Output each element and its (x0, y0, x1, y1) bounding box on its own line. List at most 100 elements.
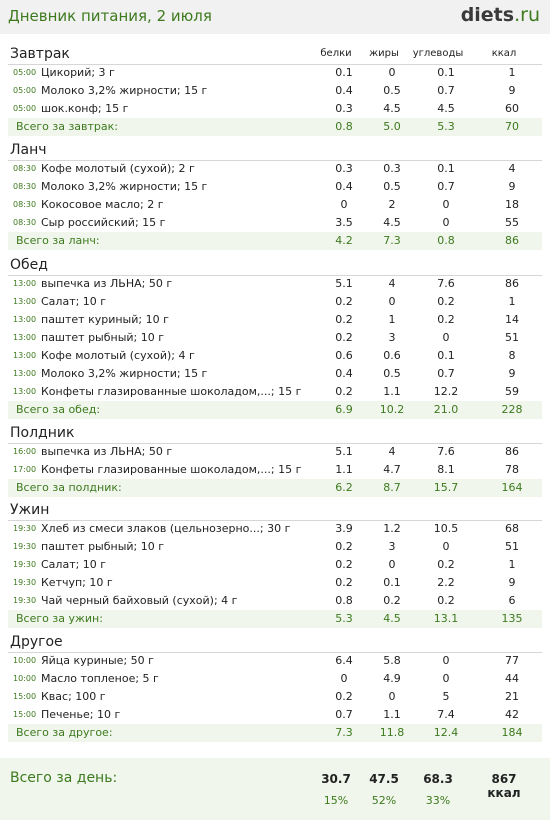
food-fat: 0 (388, 66, 396, 79)
food-carbs: 0.7 (437, 180, 455, 193)
food-protein: 0.2 (335, 385, 353, 398)
food-row[interactable]: 13:00 Кофе молотый (сухой); 4 г 0.6 0.6 0.1 8 (8, 347, 542, 365)
food-carbs: 12.2 (433, 385, 459, 398)
food-name[interactable]: Молоко 3,2% жирности; 15 г (41, 84, 208, 97)
food-kcal: 9 (508, 576, 516, 589)
food-row[interactable]: 19:30 Кетчуп; 10 г 0.2 0.1 2.2 9 (8, 574, 542, 592)
food-row[interactable]: 19:30 Чай черный байховый (сухой); 4 г 0.8… (8, 592, 542, 610)
food-name[interactable]: Салат; 10 г (41, 295, 107, 308)
food-carbs: 0 (442, 198, 450, 211)
food-name[interactable]: Чай черный байховый (сухой); 4 г (41, 594, 238, 607)
food-row[interactable]: 13:00 паштет рыбный; 10 г 0.2 3 0 51 (8, 329, 542, 347)
food-name[interactable]: Конфеты глазированные шоколадом,...; 15 … (41, 463, 302, 476)
section-total-protein: 4.2 (335, 234, 353, 247)
food-fat: 4.7 (383, 463, 401, 476)
section-total-carbs: 13.1 (433, 612, 459, 625)
section-total-protein: 0.8 (335, 120, 353, 133)
food-carbs: 0.2 (437, 313, 455, 326)
food-row[interactable]: 16:00 выпечка из ЛЬНА; 50 г 5.1 4 7.6 86 (8, 443, 542, 461)
food-protein: 0.4 (335, 84, 353, 97)
food-name[interactable]: Кетчуп; 10 г (41, 576, 113, 589)
food-row[interactable]: 05:00 Молоко 3,2% жирности; 15 г 0.4 0.5 0.7… (8, 82, 542, 100)
food-row[interactable]: 15:00 Печенье; 10 г 0.7 1.1 7.4 42 (8, 706, 542, 724)
food-row[interactable]: 08:30 Молоко 3,2% жирности; 15 г 0.4 0.5 0.7… (8, 178, 542, 196)
food-row[interactable]: 19:30 Хлеб из смеси злаков (цельнозерно..… (8, 520, 542, 538)
food-protein: 0 (340, 198, 348, 211)
food-carbs: 5 (442, 690, 450, 703)
food-time: 13:00 (13, 333, 37, 342)
food-row[interactable]: 13:00 выпечка из ЛЬНА; 50 г 5.1 4 7.6 86 (8, 275, 542, 293)
food-name[interactable]: Квас; 100 г (41, 690, 106, 703)
section-total-kcal: 184 (501, 726, 523, 739)
food-kcal: 1 (508, 295, 516, 308)
food-name[interactable]: Кофе молотый (сухой); 4 г (41, 349, 195, 362)
food-kcal: 51 (505, 331, 519, 344)
food-row[interactable]: 19:30 Салат; 10 г 0.2 0 0.2 1 (8, 556, 542, 574)
food-carbs: 7.6 (437, 445, 455, 458)
section-total-fat: 4.5 (383, 612, 401, 625)
food-name[interactable]: Молоко 3,2% жирности; 15 г (41, 180, 208, 193)
food-time: 13:00 (13, 279, 37, 288)
food-fat: 1.1 (383, 708, 401, 721)
food-carbs: 0.1 (437, 349, 455, 362)
food-name[interactable]: Масло топленое; 5 г (41, 672, 159, 685)
food-row[interactable]: 10:00 Яйца куриные; 50 г 6.4 5.8 0 77 (8, 652, 542, 670)
food-fat: 4 (388, 277, 396, 290)
food-row[interactable]: 15:00 Квас; 100 г 0.2 0 5 21 (8, 688, 542, 706)
column-header-kcal: ккал (491, 48, 517, 59)
food-protein: 0.1 (335, 66, 353, 79)
section-total-label: Всего за обед: (16, 403, 101, 416)
food-name[interactable]: Конфеты глазированные шоколадом,...; 15 … (41, 385, 302, 398)
food-name[interactable]: Яйца куриные; 50 г (41, 654, 154, 667)
food-row[interactable]: 05:00 шок.конф; 15 г 0.3 4.5 4.5 60 (8, 100, 542, 118)
food-name[interactable]: паштет рыбный; 10 г (41, 331, 165, 344)
food-row[interactable]: 08:30 Кокосовое масло; 2 г 0 2 0 18 (8, 196, 542, 214)
food-name[interactable]: Молоко 3,2% жирности; 15 г (41, 367, 208, 380)
section-total-label: Всего за завтрак: (16, 120, 119, 133)
food-kcal: 6 (508, 594, 516, 607)
food-row[interactable]: 17:00 Конфеты глазированные шоколадом,...… (8, 461, 542, 479)
food-row[interactable]: 13:00 паштет куриный; 10 г 0.2 1 0.2 14 (8, 311, 542, 329)
food-name[interactable]: паштет куриный; 10 г (41, 313, 169, 326)
site-logo[interactable]: diets.ru (461, 4, 540, 26)
section-total-carbs: 0.8 (437, 234, 455, 247)
food-kcal: 59 (505, 385, 519, 398)
food-name[interactable]: Салат; 10 г (41, 558, 107, 571)
food-name[interactable]: выпечка из ЛЬНА; 50 г (41, 445, 173, 458)
food-row[interactable]: 13:00 Салат; 10 г 0.2 0 0.2 1 (8, 293, 542, 311)
section-divider (8, 652, 542, 653)
food-name[interactable]: Сыр российский; 15 г (41, 216, 166, 229)
food-name[interactable]: паштет рыбный; 10 г (41, 540, 165, 553)
section-total-kcal: 164 (501, 481, 523, 494)
section-total-carbs: 21.0 (433, 403, 459, 416)
food-fat: 0.5 (383, 84, 401, 97)
food-kcal: 86 (505, 445, 519, 458)
food-time: 19:30 (13, 524, 37, 533)
food-row[interactable]: 08:30 Сыр российский; 15 г 3.5 4.5 0 55 (8, 214, 542, 232)
food-name[interactable]: Цикорий; 3 г (41, 66, 115, 79)
food-row[interactable]: 13:00 Конфеты глазированные шоколадом,...… (8, 383, 542, 401)
food-protein: 0.7 (335, 708, 353, 721)
food-name[interactable]: Печенье; 10 г (41, 708, 121, 721)
food-fat: 0 (388, 295, 396, 308)
food-fat: 4 (388, 445, 396, 458)
food-row[interactable]: 13:00 Молоко 3,2% жирности; 15 г 0.4 0.5 0.7… (8, 365, 542, 383)
food-kcal: 9 (508, 367, 516, 380)
food-name[interactable]: Кокосовое масло; 2 г (41, 198, 164, 211)
food-kcal: 8 (508, 349, 516, 362)
section-total-kcal: 70 (505, 120, 519, 133)
food-name[interactable]: выпечка из ЛЬНА; 50 г (41, 277, 173, 290)
food-protein: 0.2 (335, 540, 353, 553)
food-name[interactable]: шок.конф; 15 г (41, 102, 129, 115)
food-row[interactable]: 10:00 Масло топленое; 5 г 0 4.9 0 44 (8, 670, 542, 688)
food-kcal: 1 (508, 66, 516, 79)
food-time: 10:00 (13, 656, 37, 665)
section-total-row: Всего за другое: 7.3 11.8 12.4 184 (8, 724, 542, 742)
food-name[interactable]: Кофе молотый (сухой); 2 г (41, 162, 195, 175)
food-fat: 0 (388, 558, 396, 571)
food-name[interactable]: Хлеб из смеси злаков (цельнозерно...; 30… (41, 522, 291, 535)
food-row[interactable]: 08:30 Кофе молотый (сухой); 2 г 0.3 0.3 0.1 4 (8, 160, 542, 178)
section-total-row: Всего за ланч: 4.2 7.3 0.8 86 (8, 232, 542, 250)
food-row[interactable]: 05:00 Цикорий; 3 г 0.1 0 0.1 1 (8, 64, 542, 82)
food-row[interactable]: 19:30 паштет рыбный; 10 г 0.2 3 0 51 (8, 538, 542, 556)
